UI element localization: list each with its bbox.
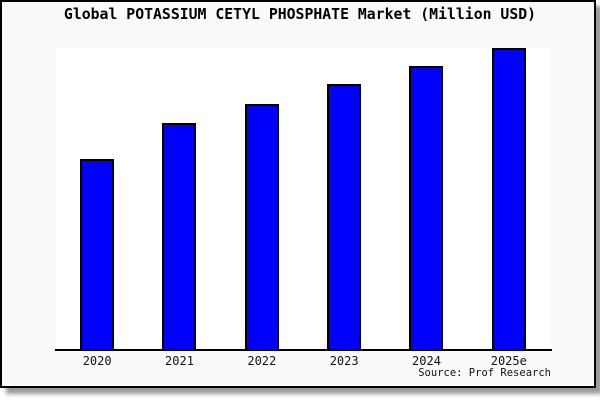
bar-slot: [56, 48, 138, 349]
bar-slot: [221, 48, 303, 349]
bar-2022: [244, 103, 279, 349]
bar-slot: [303, 48, 385, 349]
x-tick-2025e: 2025e: [490, 354, 527, 368]
bar-2021: [162, 123, 197, 349]
x-tick-2024: 2024: [412, 354, 441, 368]
source-note: Source: Prof Research: [418, 367, 551, 379]
x-tick-2020: 2020: [82, 354, 112, 368]
chart-title: Global POTASSIUM CETYL PHOSPHATE Market …: [63, 6, 537, 23]
bar-2024: [409, 66, 444, 349]
bar-slot: [468, 48, 550, 349]
bar-slot: [385, 48, 467, 349]
bar-2025e: [491, 48, 526, 349]
plot-area: [56, 48, 550, 349]
x-axis-line: [55, 349, 552, 351]
x-tick-2021: 2021: [165, 354, 194, 368]
bar-slot: [138, 48, 220, 349]
bar-2023: [327, 84, 362, 349]
bar-2020: [80, 159, 115, 349]
x-axis-labels: 2020 2021 2022 2023 2024 2025e: [56, 354, 550, 368]
x-tick-2022: 2022: [247, 354, 277, 368]
x-tick-2023: 2023: [329, 354, 359, 368]
